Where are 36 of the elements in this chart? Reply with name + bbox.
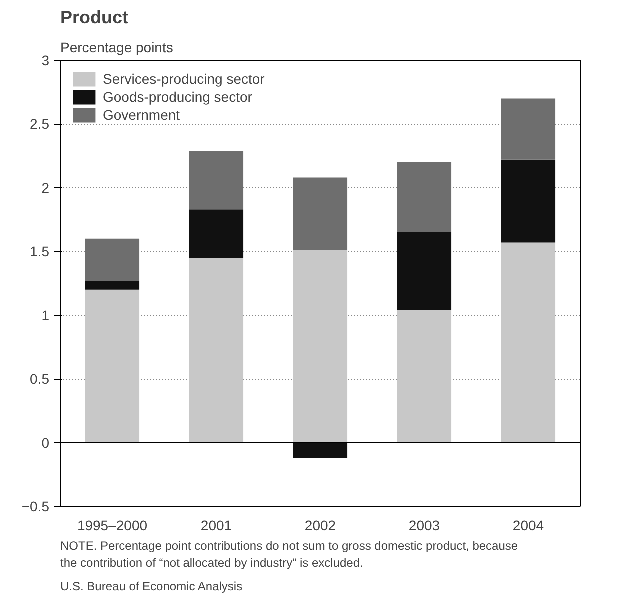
x-tick-label: 2004: [512, 518, 544, 534]
text: the contribution of “not allocated by industry” is excluded.: [60, 556, 364, 570]
legend-label: Goods-producing sector: [103, 89, 252, 105]
legend-label: Government: [103, 107, 180, 123]
y-tick-label: 1: [42, 307, 50, 324]
x-tick-label: 1995–2000: [77, 518, 148, 534]
text: NOTE. Percentage point contributions do not sum to gross domestic product, because: [60, 539, 518, 553]
bar: [293, 178, 348, 250]
bar: [397, 162, 452, 233]
y-tick-label: −0.5: [22, 498, 50, 514]
bar: [501, 242, 556, 443]
bar: [189, 150, 244, 210]
bar: [293, 442, 348, 458]
bar: [293, 250, 348, 443]
y-tick-label: 2.5: [30, 116, 50, 132]
x-tick-label: 2003: [408, 518, 440, 534]
y-tick-label: 0.5: [30, 371, 50, 388]
bar: [501, 98, 556, 160]
bar: [501, 160, 556, 243]
chart-title: Product: [60, 8, 129, 28]
x-tick-label: 2002: [304, 518, 336, 534]
bar: [397, 310, 452, 443]
bar: [85, 290, 140, 443]
bar: [85, 238, 140, 281]
bar: [397, 232, 452, 310]
legend-label: Services-producing sector: [103, 71, 265, 87]
y-axis-title: Percentage points: [60, 40, 174, 56]
bar: [189, 210, 244, 258]
x-tick-label: 2001: [200, 518, 232, 534]
text: U.S. Bureau of Economic Analysis: [60, 580, 243, 594]
y-tick-label: 2: [42, 180, 50, 196]
y-tick-label: 3: [42, 52, 50, 68]
y-tick-label: 0: [42, 434, 50, 451]
bar: [189, 258, 244, 443]
bar: [85, 280, 140, 290]
y-tick-label: 1.5: [30, 244, 50, 260]
